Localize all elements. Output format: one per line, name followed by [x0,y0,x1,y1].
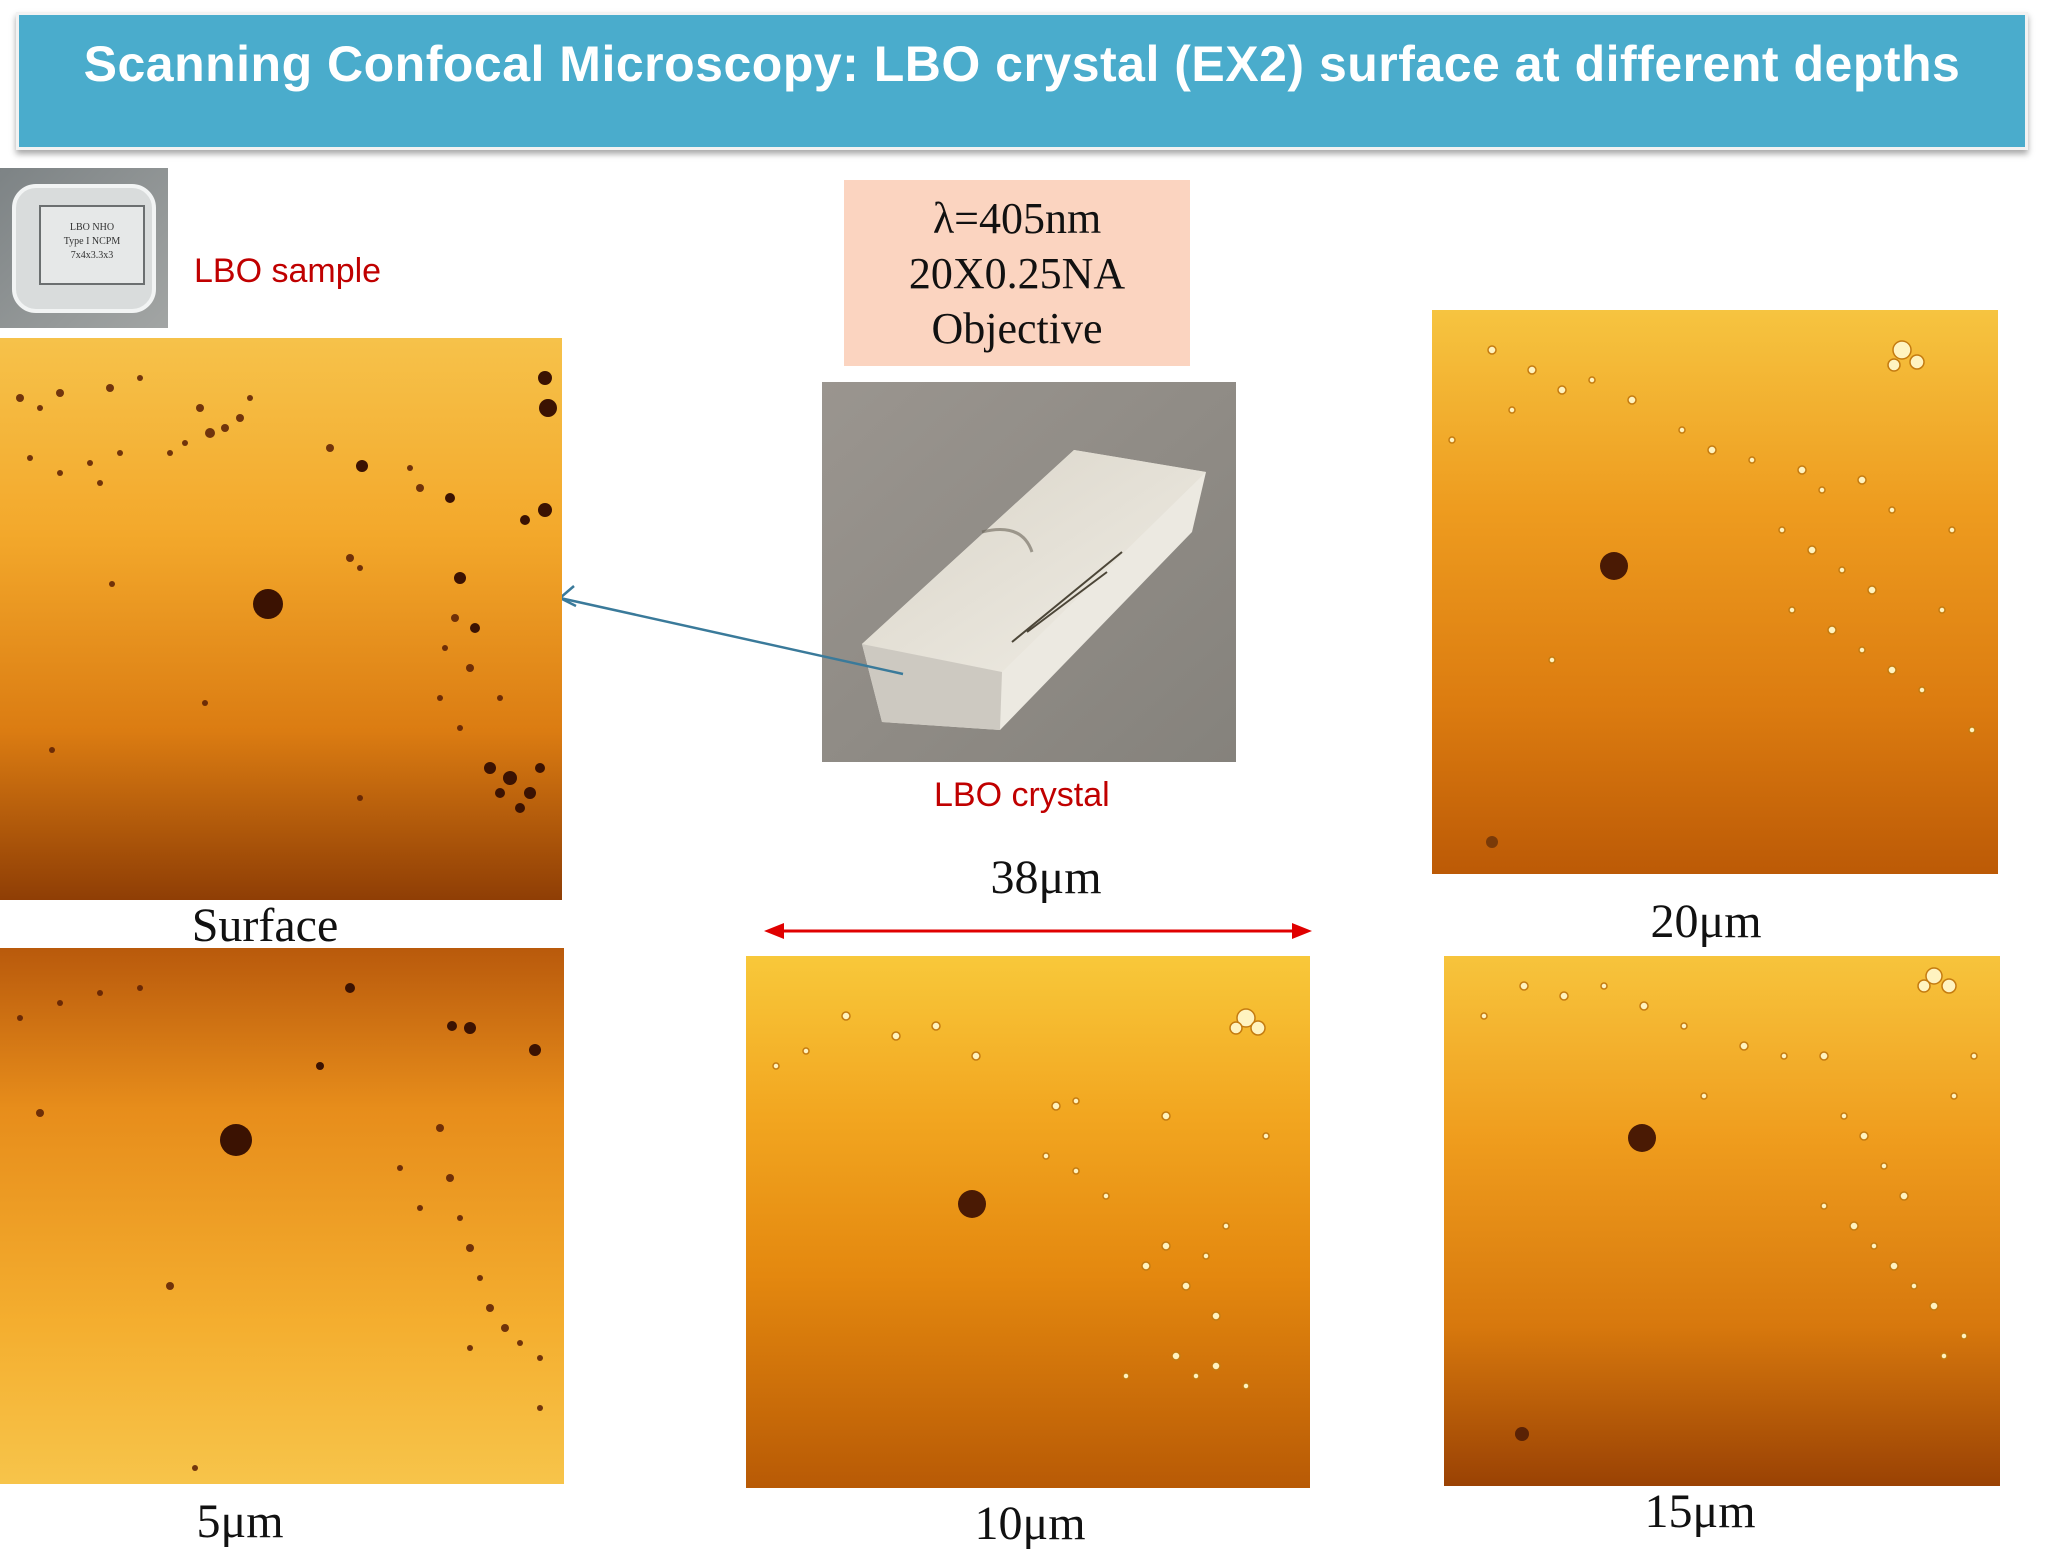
parameter-box: λ=405nm 20X0.25NA Objective [844,180,1190,366]
sample-lettering-1: LBO NHO [70,222,114,233]
objective-magnification-text: 20X0.25NA [908,248,1126,298]
depth-10um-micrograph [746,956,1310,1488]
lbo-sample-photo: LBO NHO Type I NCPM 7x4x3.3x3 [0,168,168,328]
objective-text: Objective [931,303,1103,353]
depth-10um-caption: 10μm [974,1497,1086,1550]
sample-lettering-2: Type I NCPM [64,236,121,247]
scale-bar-arrow [764,923,1312,939]
pointer-arrow [557,585,904,676]
surface-micrograph [0,338,562,900]
depth-20um-micrograph [1432,310,1998,874]
slide-title: Scanning Confocal Microscopy: LBO crysta… [83,36,1961,92]
depth-5um-caption: 5μm [196,1495,284,1548]
depth-15um-micrograph [1444,956,2000,1486]
depth-15um-caption: 15μm [1644,1485,1756,1538]
lbo-sample-label: LBO sample [194,252,382,290]
wavelength-text: λ=405nm [932,193,1102,243]
depth-5um-micrograph [0,948,564,1484]
surface-caption: Surface [191,899,339,952]
sample-lettering-3: 7x4x3.3x3 [71,250,114,261]
title-banner: Scanning Confocal Microscopy: LBO crysta… [16,12,2028,150]
lbo-crystal-label: LBO crystal [934,776,1110,814]
depth-20um-caption: 20μm [1650,895,1762,948]
lbo-crystal-photo [822,382,1236,762]
scale-label: 38μm [990,851,1102,904]
